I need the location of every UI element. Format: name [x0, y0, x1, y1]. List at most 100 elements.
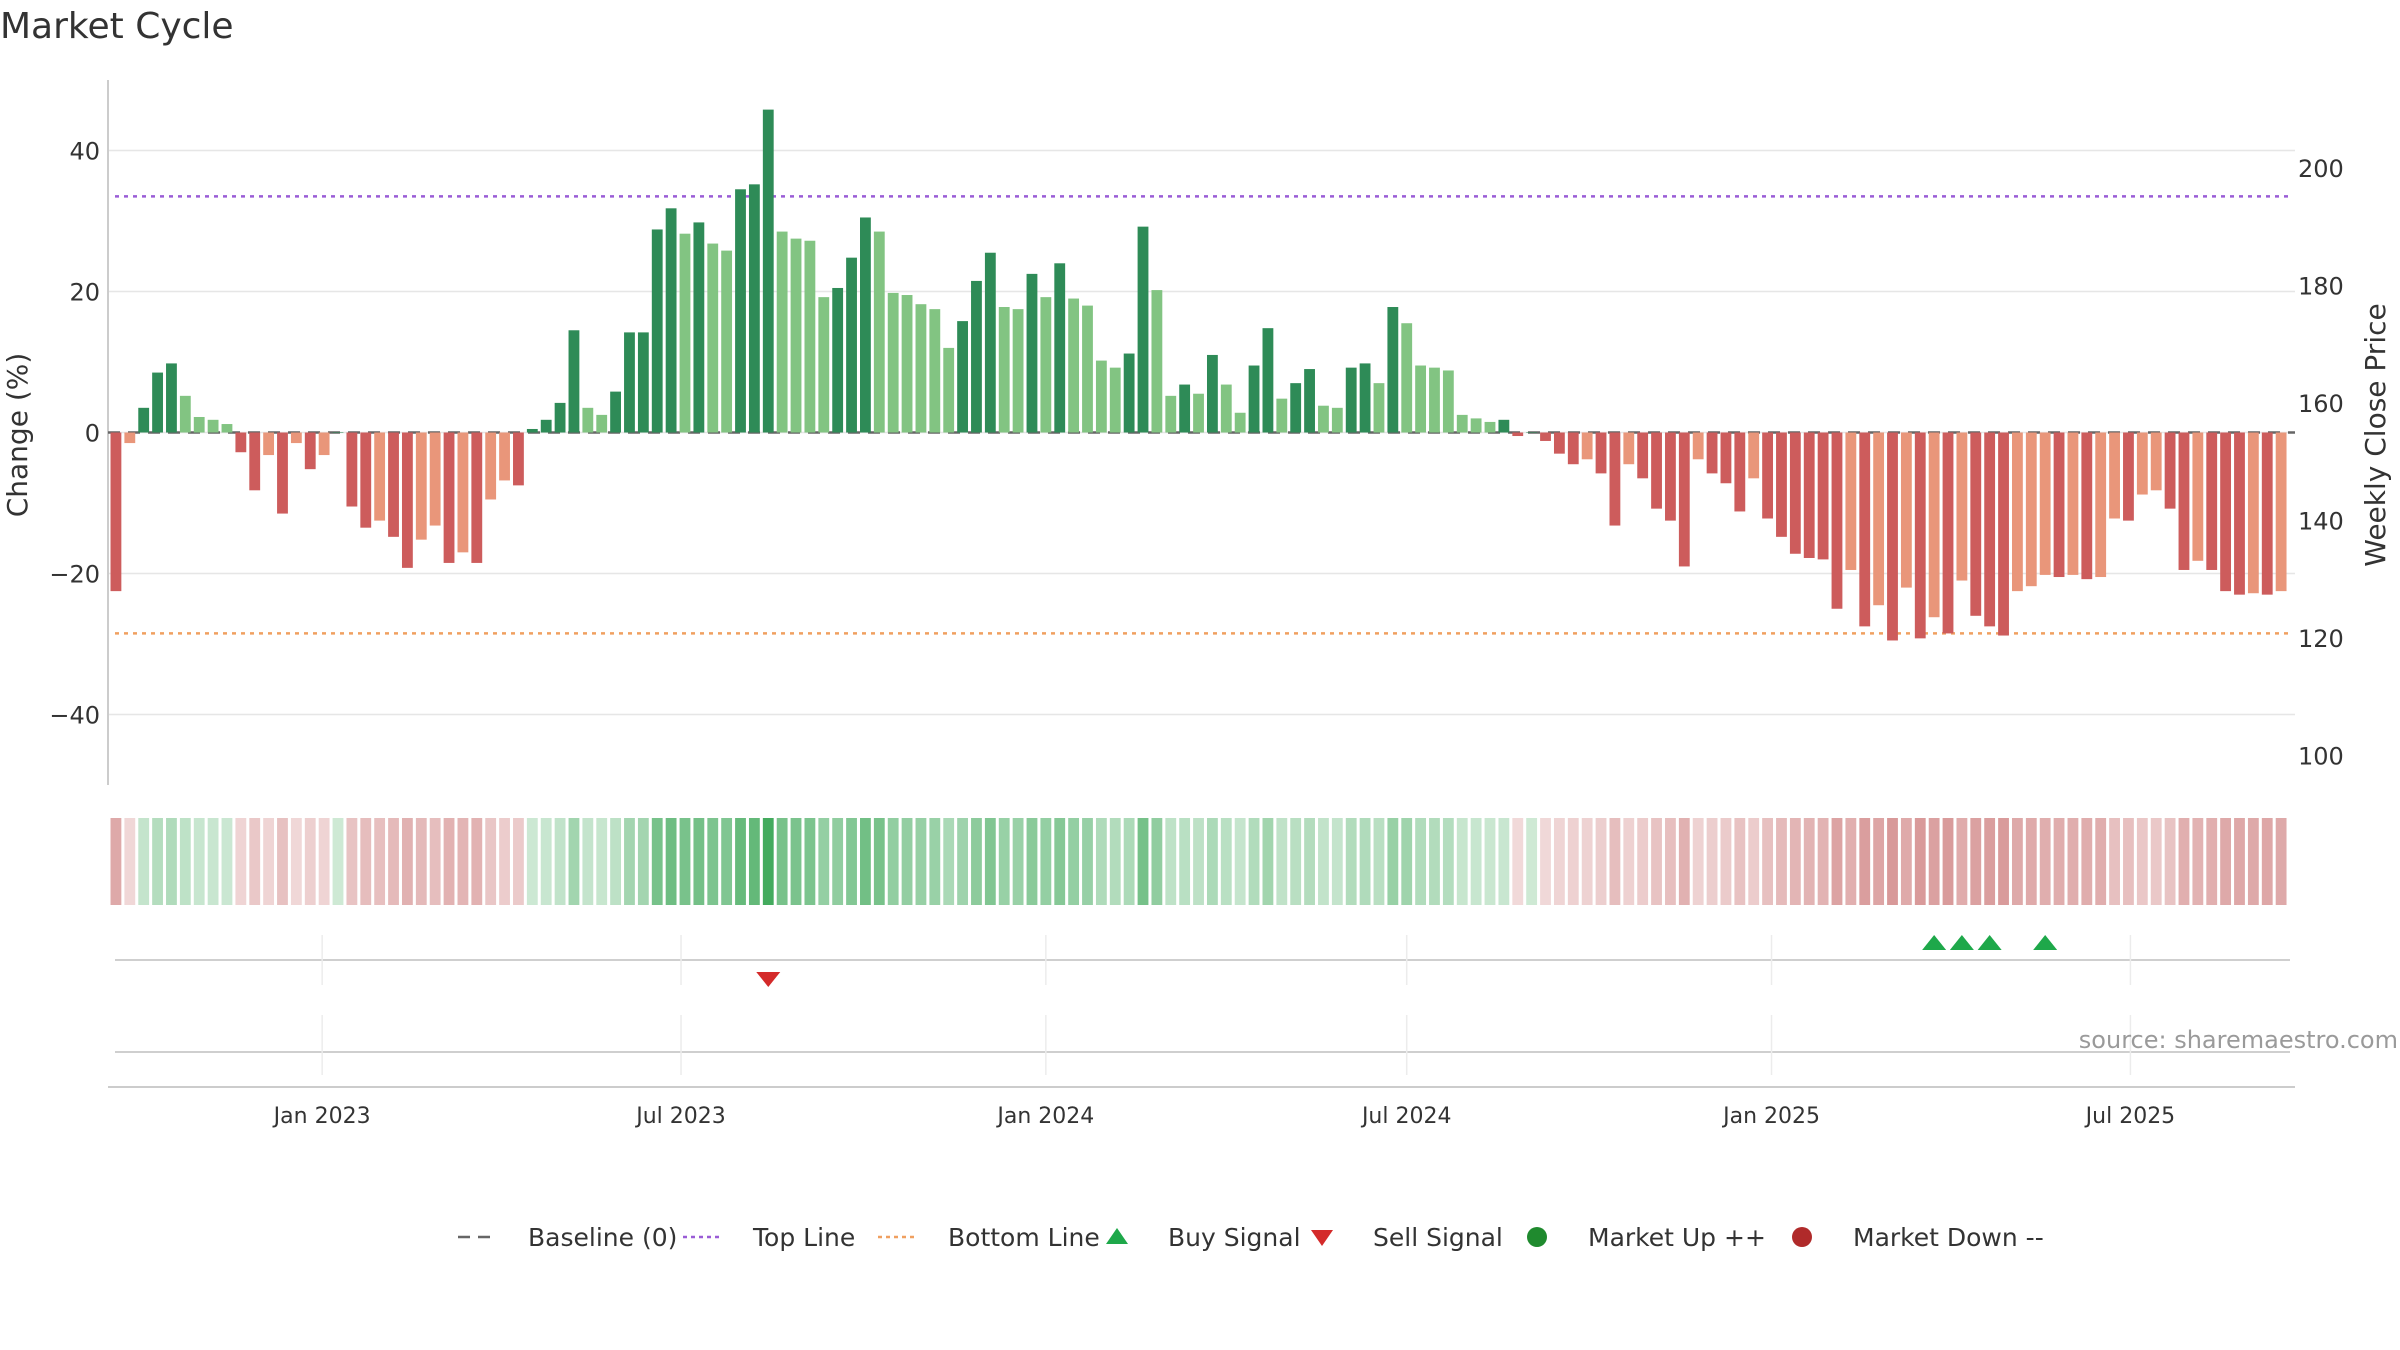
heat-cell — [207, 818, 219, 905]
heat-cell — [2164, 818, 2176, 905]
heat-cell — [1817, 818, 1829, 905]
heat-cell — [762, 818, 774, 905]
heat-cell — [110, 818, 122, 905]
bar — [1762, 432, 1773, 519]
bar — [263, 432, 275, 456]
bar — [2053, 432, 2065, 578]
bar — [1637, 432, 1649, 479]
bar — [2109, 432, 2120, 519]
heat-cell — [2275, 818, 2287, 905]
heat-cell — [1692, 818, 1704, 905]
heat-cell — [2025, 818, 2037, 905]
heat-cell — [2081, 818, 2093, 905]
y-tick-label: 40 — [69, 138, 100, 166]
bar — [1442, 370, 1454, 433]
heat-cell — [1859, 818, 1871, 905]
heat-cell — [554, 818, 566, 905]
heat-cell — [915, 818, 927, 905]
bar — [235, 432, 247, 453]
heat-cell — [2123, 818, 2134, 905]
buy-signal-marker — [1922, 935, 1947, 950]
heat-cell — [1998, 818, 2009, 905]
bar — [1401, 323, 1413, 433]
heat-cell — [277, 818, 288, 905]
heat-cell — [1359, 818, 1371, 905]
bar — [929, 309, 941, 433]
heat-cell — [1429, 818, 1440, 905]
bar — [166, 363, 177, 433]
bar — [860, 217, 871, 433]
bar — [1331, 407, 1343, 433]
bar — [1540, 432, 1551, 441]
bar — [2206, 432, 2218, 570]
bar — [1942, 432, 1954, 634]
heat-cell — [651, 818, 663, 905]
bar — [846, 257, 857, 433]
heat-cell — [1581, 818, 1593, 905]
chart-title: Market Cycle — [0, 6, 234, 47]
heat-cell — [1887, 818, 1898, 905]
heat-cell — [1068, 818, 1080, 905]
bar — [485, 432, 497, 500]
bar — [1193, 393, 1204, 433]
heat-cell — [957, 818, 968, 905]
heat-cell — [624, 818, 635, 905]
heat-cell — [457, 818, 469, 905]
heat-cell — [860, 818, 871, 905]
y2-tick-label: 140 — [2298, 508, 2344, 536]
heat-cell — [1109, 818, 1121, 905]
bar — [1845, 432, 1857, 570]
y2-tick-label: 200 — [2298, 155, 2344, 183]
x-tick-label: Jul 2023 — [634, 1104, 726, 1129]
bar — [776, 231, 788, 433]
y2-tick-label: 180 — [2298, 273, 2344, 301]
bar — [1415, 365, 1427, 433]
heat-cell — [804, 818, 816, 905]
heat-cell — [332, 818, 344, 905]
heat-cell — [1331, 818, 1343, 905]
heat-cell — [471, 818, 483, 905]
bar — [1609, 432, 1621, 526]
y-tick-label: 20 — [69, 279, 100, 307]
bar — [651, 229, 663, 433]
bar — [1887, 432, 1898, 641]
bar — [568, 330, 580, 433]
heat-cell — [1526, 818, 1538, 905]
heat-cell — [1040, 818, 1052, 905]
heat-cell — [1318, 818, 1329, 905]
bar — [1789, 432, 1801, 554]
x-axis-ticks: Jan 2023 Jul 2023 Jan 2024 Jul 2024 Jan 2025… — [272, 935, 2175, 1129]
bar — [624, 332, 635, 433]
bar — [1734, 432, 1746, 512]
heat-cell — [929, 818, 941, 905]
bar — [957, 321, 968, 433]
heat-cell — [1651, 818, 1662, 905]
heat-cell — [290, 818, 302, 905]
bar — [1026, 273, 1038, 433]
heat-cell — [1873, 818, 1885, 905]
bar — [887, 292, 899, 433]
bar — [1484, 421, 1496, 433]
bar — [554, 402, 566, 433]
bar — [1165, 395, 1177, 433]
bar — [1678, 432, 1690, 567]
heat-cell — [1290, 818, 1302, 905]
bar — [2164, 432, 2176, 509]
bar — [1429, 367, 1440, 433]
heat-cell — [818, 818, 830, 905]
bar — [915, 304, 927, 433]
y2-axis-label: Weekly Close Price — [2359, 303, 2392, 566]
bar — [1498, 419, 1510, 433]
bar — [1998, 432, 2009, 636]
bar — [1276, 398, 1288, 433]
heat-cell — [1137, 818, 1149, 905]
bar — [360, 432, 372, 528]
heat-cell — [304, 818, 316, 905]
bar — [193, 416, 205, 433]
bar — [1095, 360, 1107, 433]
heat-cell — [429, 818, 441, 905]
bar — [277, 432, 288, 514]
bar — [1109, 367, 1121, 433]
heat-cell — [873, 818, 885, 905]
